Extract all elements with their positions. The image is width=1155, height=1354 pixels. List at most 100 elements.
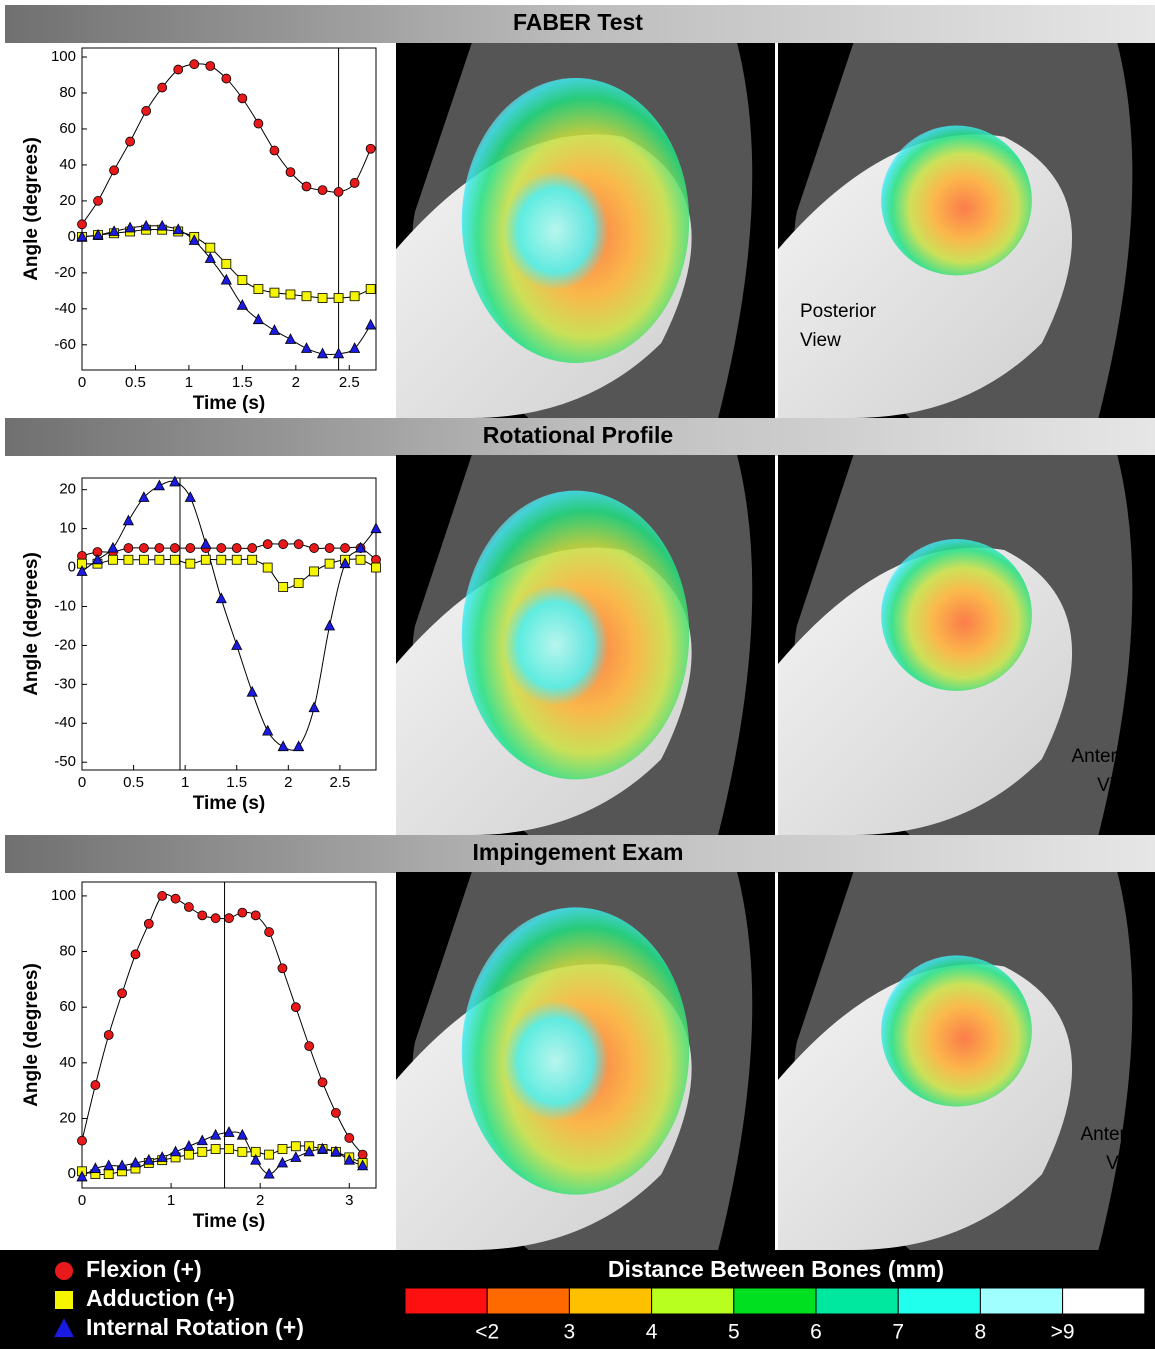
x-tick-label: 0.5 <box>125 374 146 391</box>
view-label: Anterior <box>1080 1124 1147 1145</box>
colorbar-cell <box>652 1288 734 1314</box>
colorbar-title: Distance Between Bones (mm) <box>608 1256 944 1282</box>
marker <box>350 292 359 301</box>
marker <box>126 137 135 146</box>
marker <box>265 1150 274 1159</box>
marker <box>91 1081 100 1090</box>
y-tick-label: 100 <box>51 48 76 65</box>
y-tick-label: 20 <box>59 1109 76 1126</box>
x-tick-label: 2 <box>292 374 300 391</box>
marker <box>155 544 164 553</box>
marker <box>190 60 199 69</box>
panel-title: Rotational Profile <box>483 422 673 448</box>
figure: FABER TestPosteriorView00.511.522.5-60-4… <box>0 0 1155 1349</box>
marker <box>254 285 263 294</box>
colorbar-cell <box>487 1288 569 1314</box>
view-label: Posterior <box>800 301 877 322</box>
marker <box>118 989 127 998</box>
marker <box>302 182 311 191</box>
marker <box>318 294 327 303</box>
x-tick-label: 1 <box>181 774 189 791</box>
marker <box>263 540 272 549</box>
marker <box>158 83 167 92</box>
marker <box>366 144 375 153</box>
view-label: View <box>1106 1153 1147 1174</box>
marker <box>225 914 234 923</box>
marker <box>238 908 247 917</box>
y-axis-label: Angle (degrees) <box>21 137 42 281</box>
colorbar-cell <box>405 1288 487 1314</box>
y-tick-label: 20 <box>59 192 76 209</box>
colorbar-label: 3 <box>564 1321 576 1344</box>
marker <box>78 1136 87 1145</box>
marker <box>248 555 257 564</box>
y-axis-label: Angle (degrees) <box>21 552 42 696</box>
marker <box>325 559 334 568</box>
contact-map <box>881 126 1032 276</box>
y-tick-label: -20 <box>54 636 76 653</box>
marker <box>279 540 288 549</box>
y-tick-label: 0 <box>68 559 76 576</box>
marker <box>211 914 220 923</box>
marker <box>222 259 231 268</box>
y-tick-label: -20 <box>54 264 76 281</box>
y-tick-label: -60 <box>54 336 76 353</box>
colorbar-label: <2 <box>475 1321 499 1344</box>
view-label: View <box>1097 775 1138 796</box>
marker <box>331 1108 340 1117</box>
marker <box>198 1147 207 1156</box>
marker <box>170 544 179 553</box>
marker <box>104 1170 113 1179</box>
view-label: View <box>800 330 841 351</box>
plot-area <box>82 882 376 1188</box>
y-tick-label: 0 <box>68 1165 76 1182</box>
marker <box>144 919 153 928</box>
marker <box>305 1042 314 1051</box>
x-tick-label: 3 <box>345 1192 353 1209</box>
marker <box>78 220 87 229</box>
colorbar-label: 7 <box>892 1321 904 1344</box>
y-tick-label: 80 <box>59 943 76 960</box>
plot-area <box>82 48 376 370</box>
marker <box>104 1031 113 1040</box>
marker <box>286 168 295 177</box>
x-axis-label: Time (s) <box>193 793 266 814</box>
marker <box>198 911 207 920</box>
y-tick-label: -40 <box>54 300 76 317</box>
marker <box>222 74 231 83</box>
marker <box>186 559 195 568</box>
marker <box>232 555 241 564</box>
marker <box>294 540 303 549</box>
marker <box>279 583 288 592</box>
marker <box>251 911 260 920</box>
contact-map <box>881 539 1032 691</box>
x-tick-label: 2.5 <box>329 774 350 791</box>
y-tick-label: 20 <box>59 481 76 498</box>
colorbar-label: 6 <box>810 1321 822 1344</box>
marker <box>278 964 287 973</box>
marker <box>270 288 279 297</box>
marker <box>341 544 350 553</box>
y-axis-label: Angle (degrees) <box>21 963 42 1107</box>
contact-map <box>502 171 608 291</box>
x-axis-label: Time (s) <box>193 393 266 414</box>
marker <box>124 544 133 553</box>
marker <box>55 1262 73 1280</box>
colorbar-cell <box>980 1288 1062 1314</box>
y-tick-label: 80 <box>59 84 76 101</box>
marker <box>254 119 263 128</box>
contact-map <box>502 584 608 706</box>
marker <box>124 555 133 564</box>
marker <box>186 544 195 553</box>
marker <box>248 544 257 553</box>
marker <box>238 1147 247 1156</box>
marker <box>155 555 164 564</box>
y-tick-label: 40 <box>59 1054 76 1071</box>
marker <box>356 555 365 564</box>
marker <box>310 544 319 553</box>
legend-label: Internal Rotation (+) <box>86 1314 304 1340</box>
marker <box>291 1003 300 1012</box>
marker <box>334 294 343 303</box>
marker <box>325 544 334 553</box>
marker <box>108 555 117 564</box>
